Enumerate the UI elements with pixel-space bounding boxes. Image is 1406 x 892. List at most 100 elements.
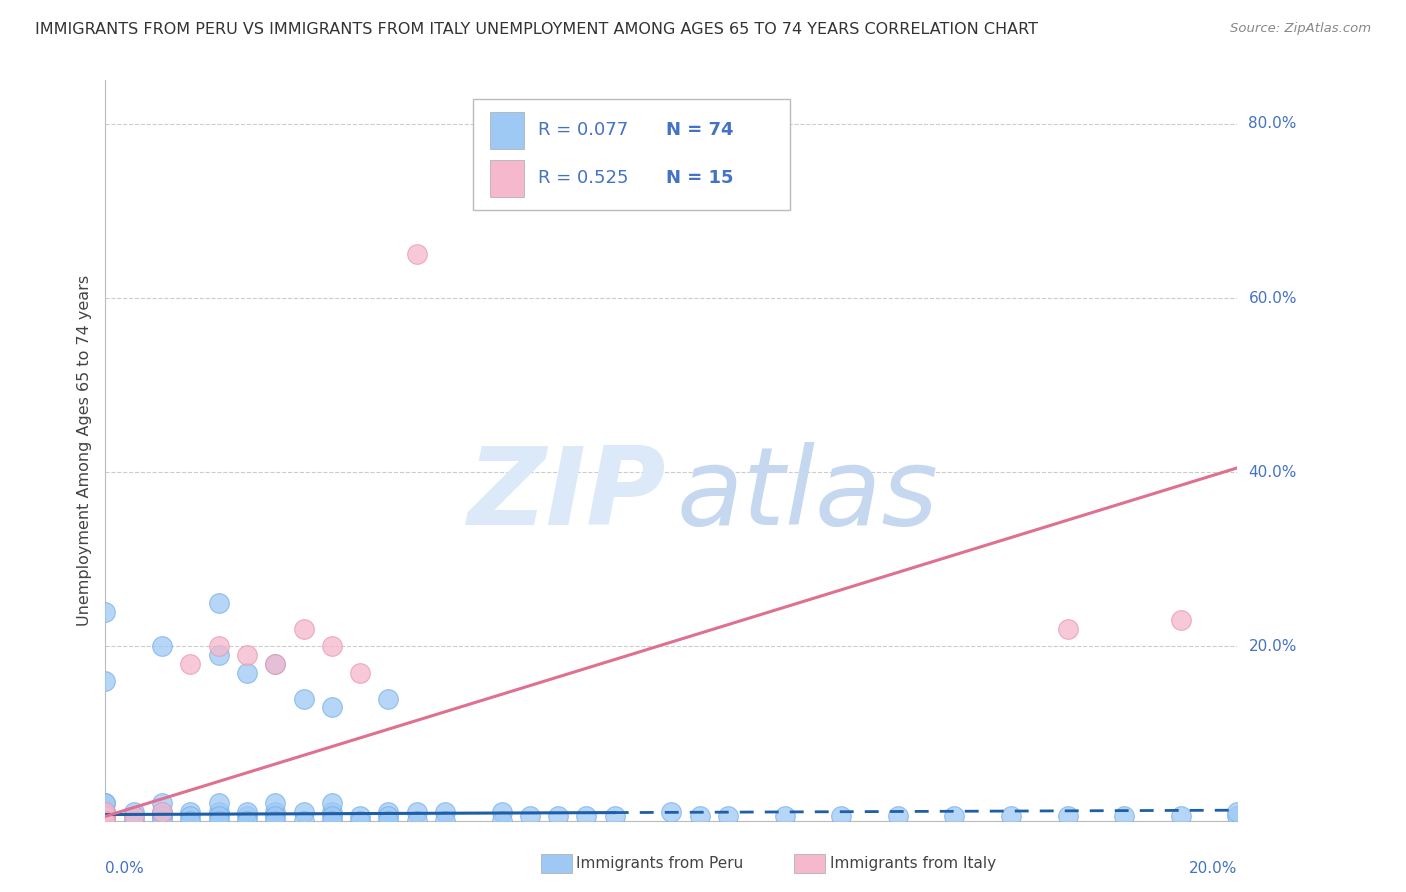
Text: 20.0%: 20.0% (1249, 639, 1296, 654)
Point (94, 605, 117, 619)
Point (150, 805, 173, 819)
Point (264, 809, 287, 823)
Point (264, 805, 287, 819)
Point (150, 814, 173, 828)
Point (208, 796, 231, 810)
Point (321, 700, 343, 714)
Point (547, 809, 569, 823)
Point (94, 809, 117, 823)
Point (94, 814, 117, 828)
Point (94, 674, 117, 689)
Point (236, 648, 259, 662)
Point (943, 809, 966, 823)
Text: R = 0.077: R = 0.077 (538, 121, 628, 139)
Point (887, 809, 910, 823)
Point (321, 809, 343, 823)
Point (179, 657, 201, 671)
Point (292, 691, 315, 706)
Point (377, 805, 399, 819)
Point (94, 796, 117, 810)
Point (150, 805, 173, 819)
Point (491, 814, 513, 828)
Point (717, 809, 740, 823)
Text: Immigrants from Peru: Immigrants from Peru (576, 856, 744, 871)
Point (264, 796, 287, 810)
Point (264, 814, 287, 828)
Point (208, 809, 231, 823)
Point (292, 622, 315, 636)
FancyBboxPatch shape (794, 854, 825, 873)
Point (1056, 809, 1078, 823)
Point (405, 805, 427, 819)
Point (661, 805, 683, 819)
Point (94, 796, 117, 810)
Point (264, 657, 287, 671)
Point (603, 809, 626, 823)
Point (1170, 613, 1192, 627)
Point (321, 796, 343, 810)
Text: 40.0%: 40.0% (1249, 465, 1296, 480)
Point (405, 247, 427, 261)
Point (150, 809, 173, 823)
Point (321, 805, 343, 819)
Point (433, 805, 456, 819)
Text: 80.0%: 80.0% (1249, 116, 1296, 131)
Point (519, 809, 541, 823)
Point (405, 814, 427, 828)
Point (292, 805, 315, 819)
Point (179, 805, 201, 819)
Point (122, 809, 145, 823)
Point (575, 809, 598, 823)
FancyBboxPatch shape (491, 160, 524, 196)
Point (179, 809, 201, 823)
Text: IMMIGRANTS FROM PERU VS IMMIGRANTS FROM ITALY UNEMPLOYMENT AMONG AGES 65 TO 74 Y: IMMIGRANTS FROM PERU VS IMMIGRANTS FROM … (35, 22, 1038, 37)
Point (94, 805, 117, 819)
Point (94, 809, 117, 823)
Point (349, 665, 371, 680)
Point (321, 640, 343, 654)
Point (349, 814, 371, 828)
Point (1114, 809, 1136, 823)
FancyBboxPatch shape (474, 99, 790, 210)
Text: 20.0%: 20.0% (1189, 862, 1237, 876)
Y-axis label: Unemployment Among Ages 65 to 74 years: Unemployment Among Ages 65 to 74 years (76, 275, 91, 626)
Point (208, 596, 231, 610)
Point (491, 805, 513, 819)
Point (236, 814, 259, 828)
Point (377, 691, 399, 706)
Point (236, 665, 259, 680)
Point (236, 805, 259, 819)
Point (1000, 809, 1022, 823)
Text: atlas: atlas (678, 442, 939, 548)
Point (94, 805, 117, 819)
Point (208, 640, 231, 654)
Point (377, 809, 399, 823)
Point (179, 814, 201, 828)
Point (122, 805, 145, 819)
Point (1226, 805, 1249, 819)
Point (236, 809, 259, 823)
Point (349, 809, 371, 823)
Text: N = 15: N = 15 (665, 169, 733, 187)
Point (689, 809, 711, 823)
Text: 60.0%: 60.0% (1249, 291, 1296, 306)
Point (208, 814, 231, 828)
Point (150, 640, 173, 654)
FancyBboxPatch shape (491, 112, 524, 149)
Point (208, 648, 231, 662)
Text: N = 74: N = 74 (665, 121, 733, 139)
Text: ZIP: ZIP (467, 442, 665, 548)
FancyBboxPatch shape (541, 854, 572, 873)
Point (773, 809, 796, 823)
Point (321, 814, 343, 828)
Point (94, 814, 117, 828)
Point (122, 814, 145, 828)
Point (208, 805, 231, 819)
Text: Source: ZipAtlas.com: Source: ZipAtlas.com (1230, 22, 1371, 36)
Point (1056, 622, 1078, 636)
Point (94, 814, 117, 828)
Point (264, 657, 287, 671)
Point (830, 809, 852, 823)
Text: Immigrants from Italy: Immigrants from Italy (830, 856, 995, 871)
Point (292, 814, 315, 828)
